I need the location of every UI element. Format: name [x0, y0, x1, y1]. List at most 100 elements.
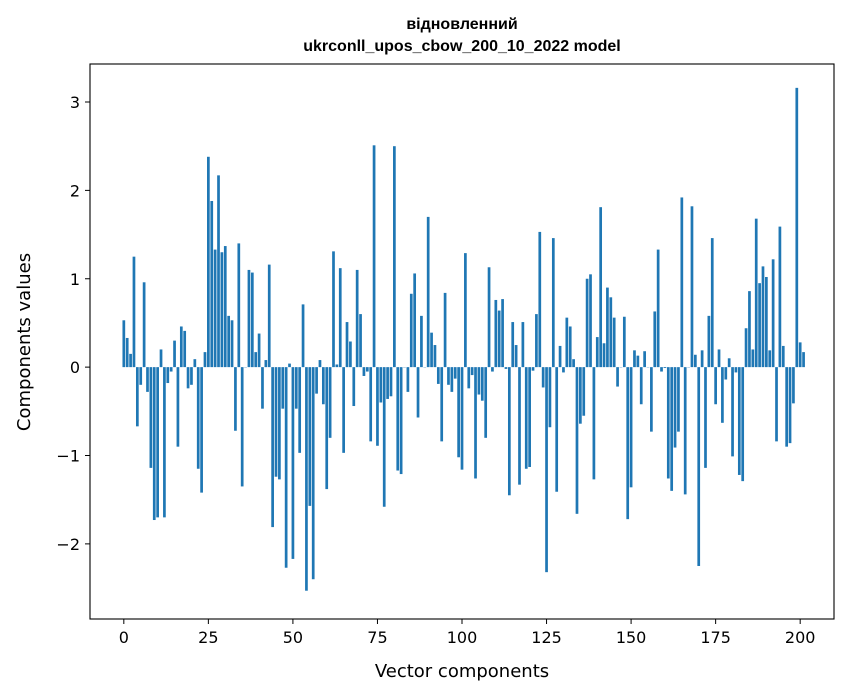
bar-28: [217, 175, 220, 368]
bar-121: [531, 367, 535, 371]
bar-182: [737, 367, 741, 475]
bar-109: [491, 367, 494, 372]
bar-60: [325, 367, 329, 490]
bar-61: [328, 367, 332, 438]
bar-133: [572, 359, 575, 368]
x-axis-label: Vector components: [375, 661, 549, 682]
bar-70: [359, 314, 362, 368]
bar-24: [203, 352, 207, 368]
bar-75: [376, 367, 379, 446]
bar-104: [474, 367, 477, 479]
bar-166: [683, 367, 687, 495]
bar-82: [399, 367, 403, 475]
bar-117: [518, 367, 521, 485]
bar-184: [744, 328, 748, 368]
bar-38: [250, 272, 254, 368]
bar-17: [179, 326, 183, 368]
bar-191: [768, 350, 772, 368]
bar-53: [301, 304, 305, 368]
bar-74: [372, 145, 376, 368]
bar-106: [480, 367, 484, 401]
bar-67: [349, 341, 352, 368]
bar-23: [200, 367, 203, 493]
bar-72: [365, 367, 369, 372]
bar-41: [261, 367, 264, 409]
bar-58: [318, 360, 322, 368]
bar-190: [765, 276, 768, 368]
bar-30: [223, 246, 227, 368]
bar-114: [507, 367, 511, 496]
bar-156: [650, 367, 653, 432]
bar-130: [562, 367, 565, 373]
bar-124: [541, 367, 545, 388]
bar-76: [379, 367, 383, 403]
x-tick-label: 150: [616, 628, 647, 647]
bar-103: [470, 367, 474, 376]
bar-48: [284, 367, 288, 568]
bar-66: [345, 322, 349, 368]
bar-161: [666, 367, 670, 479]
bar-7: [146, 367, 149, 392]
bar-178: [724, 367, 728, 380]
bar-127: [551, 238, 555, 368]
bar-134: [575, 367, 579, 514]
bar-37: [247, 269, 251, 368]
bar-20: [190, 367, 193, 385]
bar-45: [274, 367, 278, 477]
bar-154: [643, 351, 646, 368]
bar-92: [433, 345, 437, 368]
bar-47: [281, 367, 285, 409]
bar-145: [612, 317, 616, 368]
plot-frame: [89, 63, 835, 620]
bar-91: [430, 332, 433, 368]
bar-119: [524, 367, 528, 469]
bar-113: [504, 367, 508, 369]
bar-14: [169, 367, 173, 372]
x-tick-label: 75: [367, 628, 387, 647]
bar-150: [629, 367, 633, 488]
bar-2: [129, 353, 132, 368]
y-tick-label: −1: [56, 447, 80, 466]
bar-108: [487, 267, 491, 368]
bar-40: [257, 333, 261, 368]
bar-192: [771, 259, 775, 368]
bar-21: [193, 359, 197, 368]
bar-151: [633, 350, 636, 368]
bar-157: [653, 311, 657, 368]
bar-148: [622, 316, 626, 368]
bar-123: [538, 231, 542, 368]
bar-69: [355, 269, 359, 368]
bar-137: [585, 278, 589, 368]
bar-93: [436, 367, 440, 384]
bar-6: [142, 282, 146, 368]
bar-196: [785, 367, 789, 447]
bar-1: [125, 337, 129, 368]
x-tick-label: 50: [283, 628, 303, 647]
bar-115: [511, 322, 515, 368]
bar-122: [535, 314, 538, 368]
bar-100: [460, 367, 464, 470]
bar-102: [467, 367, 471, 389]
bar-176: [717, 349, 721, 368]
bar-64: [338, 268, 342, 368]
bar-65: [342, 367, 345, 453]
bar-62: [332, 251, 335, 368]
bar-8: [149, 367, 153, 468]
bar-159: [660, 367, 663, 372]
bar-185: [748, 291, 751, 368]
bar-9: [152, 367, 156, 521]
bar-94: [440, 367, 444, 442]
bar-131: [565, 317, 569, 368]
bar-152: [636, 355, 640, 368]
bar-173: [707, 315, 711, 368]
bar-180: [731, 367, 734, 457]
bar-88: [420, 315, 423, 368]
bar-95: [443, 292, 447, 368]
y-tick-label: 1: [70, 270, 80, 289]
y-tick-label: 2: [70, 181, 80, 200]
bar-56: [311, 367, 315, 580]
bar-110: [494, 299, 498, 368]
bar-139: [592, 367, 596, 480]
bar-120: [528, 367, 531, 467]
bar-31: [227, 315, 231, 368]
